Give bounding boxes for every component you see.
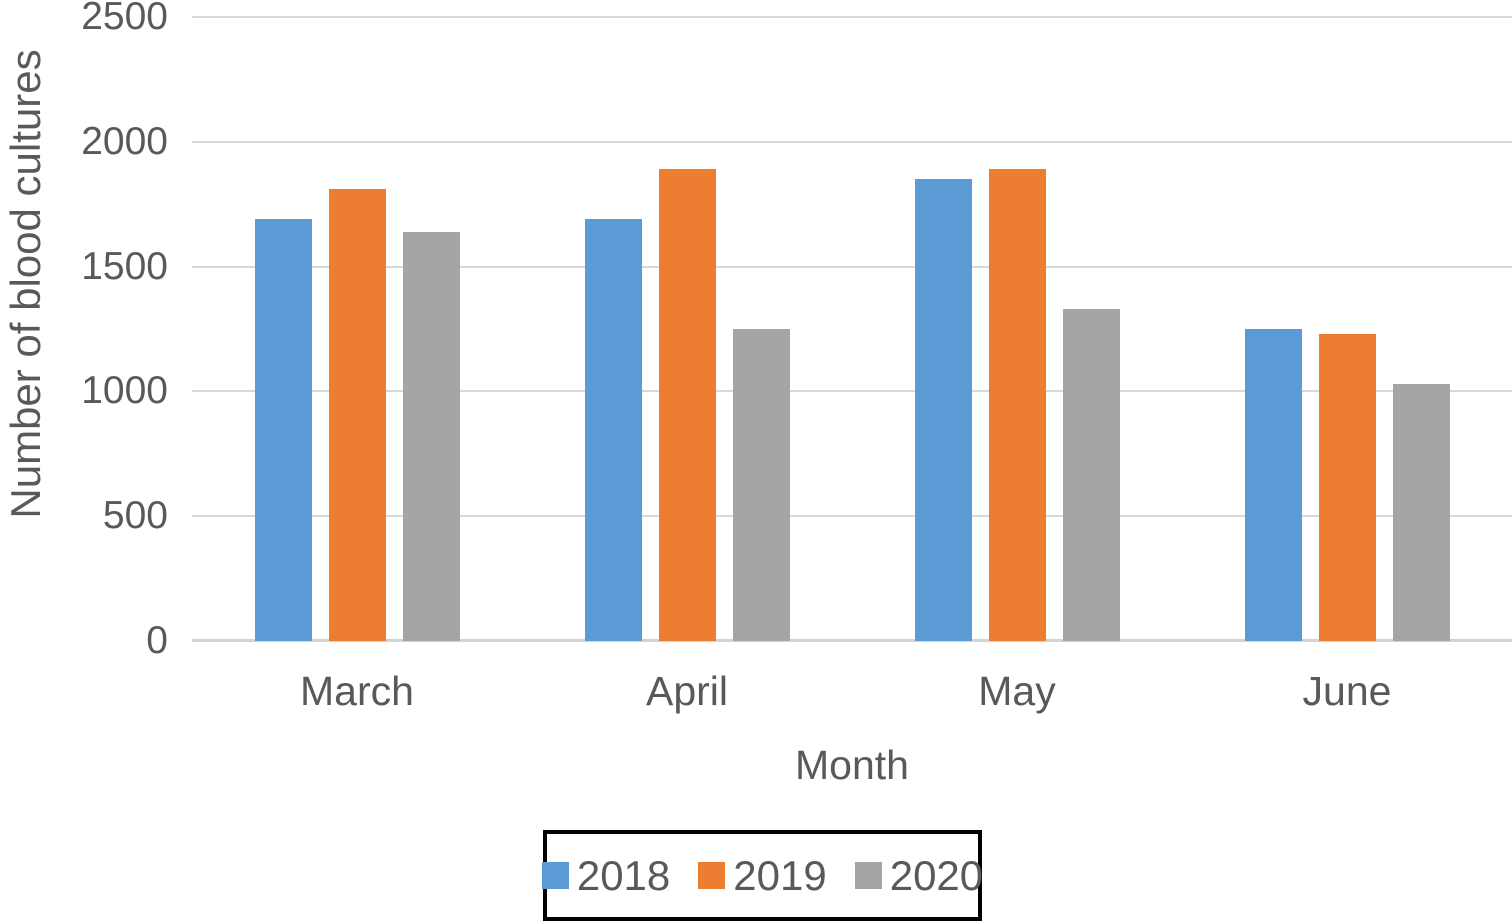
legend: 2018 2019 2020 — [541, 830, 984, 921]
x-tick-label-may: May — [978, 668, 1056, 714]
bar-2019-april — [658, 169, 716, 641]
bar-2018-june — [1244, 329, 1302, 641]
x-tick-label-june: June — [1302, 668, 1392, 714]
bar-2020-june — [1392, 383, 1450, 641]
bar-2018-may — [914, 179, 972, 641]
bar-2020-april — [732, 329, 790, 641]
gridline — [192, 390, 1512, 393]
bar-group-april — [584, 169, 790, 641]
y-tick-label: 0 — [146, 619, 168, 662]
legend-swatch-icon — [854, 862, 882, 889]
bar-group-march — [254, 189, 460, 641]
bar-2019-march — [328, 189, 386, 641]
y-tick-label: 2000 — [81, 119, 168, 163]
bar-2019-june — [1318, 334, 1376, 641]
bar-2018-march — [254, 219, 312, 641]
gridline — [192, 515, 1512, 518]
legend-swatch-icon — [541, 862, 569, 889]
bar-2020-may — [1062, 309, 1120, 641]
legend-label: 2020 — [889, 851, 984, 899]
bar-2020-march — [402, 231, 460, 641]
x-axis-title: Month — [795, 742, 909, 788]
plot-area — [192, 16, 1512, 642]
x-axis-baseline — [192, 639, 1512, 642]
bar-2018-april — [584, 219, 642, 641]
y-tick-label: 500 — [102, 494, 168, 538]
legend-item-2018: 2018 — [541, 851, 671, 900]
legend-label: 2019 — [733, 851, 827, 899]
bar-group-may — [914, 169, 1120, 641]
gridline — [192, 16, 1512, 18]
bar-2019-may — [988, 169, 1046, 641]
y-tick-label: 1000 — [81, 369, 168, 413]
legend-item-2020: 2020 — [854, 851, 984, 900]
gridline — [192, 140, 1512, 143]
x-tick-label-march: March — [300, 668, 414, 714]
legend-swatch-icon — [698, 862, 726, 889]
bar-group-june — [1244, 329, 1450, 641]
gridline — [192, 265, 1512, 268]
y-tick-label: 1500 — [81, 244, 168, 288]
legend-item-2019: 2019 — [698, 851, 827, 900]
legend-label: 2018 — [576, 851, 671, 899]
x-tick-label-april: April — [645, 668, 729, 714]
y-tick-label: 2500 — [81, 0, 168, 38]
